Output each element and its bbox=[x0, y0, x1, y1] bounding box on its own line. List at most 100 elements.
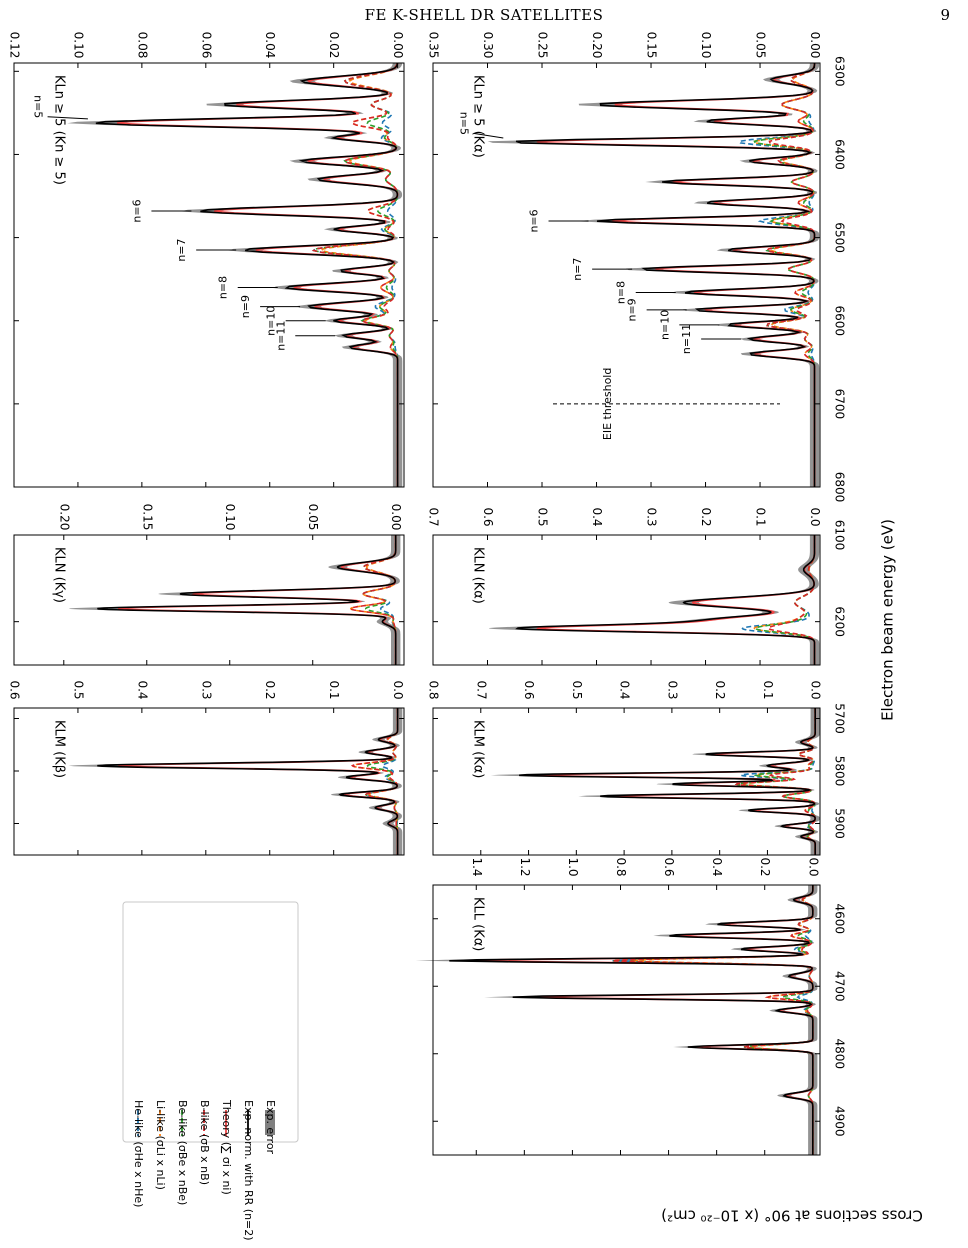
axes-frame bbox=[13, 707, 405, 856]
annotation-label: n=8 bbox=[217, 276, 230, 299]
value-tick-label: 0.20 bbox=[590, 32, 604, 59]
series-he-like bbox=[311, 62, 399, 487]
page-number: 9 bbox=[940, 6, 950, 24]
energy-tick-label: 6500 bbox=[833, 222, 847, 253]
value-tick-label: 0.25 bbox=[536, 32, 550, 59]
error-band bbox=[68, 708, 403, 855]
value-tick-label: 0.00 bbox=[389, 504, 403, 531]
series-experiment bbox=[97, 708, 399, 855]
series-he-like bbox=[741, 535, 816, 665]
energy-tick-label: 6800 bbox=[833, 472, 847, 503]
energy-tick-label: 5700 bbox=[833, 703, 847, 734]
legend-label: Exp. error bbox=[264, 1100, 277, 1155]
panel-title: KLN (Kα) bbox=[471, 547, 486, 604]
value-tick-label: 0.1 bbox=[761, 680, 775, 699]
panel-title: KLn ≥ 5 (Kn ≥ 5) bbox=[52, 75, 67, 185]
energy-tick-label: 6100 bbox=[833, 520, 847, 551]
value-tick-label: 0.10 bbox=[71, 32, 85, 59]
legend-label: Li-like (σLi x nLi) bbox=[154, 1100, 167, 1190]
value-tick-label: 0.00 bbox=[808, 32, 822, 59]
annotation-label: n=9 bbox=[239, 295, 252, 318]
energy-tick-label: 5900 bbox=[833, 808, 847, 839]
energy-tick-label: 6300 bbox=[833, 56, 847, 87]
annotation-arrow bbox=[473, 132, 504, 139]
annotation-label: n=7 bbox=[175, 238, 188, 261]
annotation-label: n=10 bbox=[265, 306, 278, 336]
annotation-label: n=5 bbox=[458, 112, 471, 135]
series-be-like bbox=[612, 885, 814, 1155]
energy-tick-label: 4900 bbox=[833, 1106, 847, 1137]
annotation-label: n=7 bbox=[571, 258, 584, 281]
panel-kln5ka: 0.00 0.05 0.10 0.15 0.20 0.25 0.30 0.35 6300 6400… bbox=[427, 32, 847, 503]
value-tick-label: 0.5 bbox=[71, 680, 85, 699]
value-tick-label: 0.0 bbox=[808, 507, 822, 526]
energy-tick-label: 6200 bbox=[833, 606, 847, 637]
energy-tick-label: 4600 bbox=[833, 903, 847, 934]
panel-title: KLM (Kα) bbox=[471, 720, 486, 778]
series-experiment bbox=[515, 535, 816, 665]
value-tick-label: 0.2 bbox=[263, 680, 277, 699]
value-tick-label: 0.0 bbox=[809, 680, 823, 699]
annotation-label: n=9 bbox=[626, 298, 639, 321]
value-tick-label: 0.4 bbox=[710, 857, 724, 876]
legend-label: Be-like (σBe x nBe) bbox=[176, 1100, 189, 1205]
legend-label: Exp. norm. with RR (n=2) bbox=[242, 1100, 255, 1241]
value-tick-label: 0.4 bbox=[135, 680, 149, 699]
legend: He-like (σHe x nHe) Li-like (σLi x nLi) Be… bbox=[122, 901, 299, 1241]
running-title: FE K-SHELL DR SATELLITES bbox=[364, 6, 604, 24]
error-band bbox=[488, 535, 820, 665]
value-tick-label: 0.0 bbox=[806, 857, 820, 876]
annotation-label: n=6 bbox=[130, 199, 143, 222]
value-tick-label: 0.06 bbox=[199, 32, 213, 59]
axes-frame bbox=[432, 62, 821, 488]
series-li-like bbox=[753, 535, 816, 665]
legend-label: Theory (∑ σi x ni) bbox=[220, 1099, 233, 1195]
legend-label: B-like (σB x nB) bbox=[198, 1100, 211, 1185]
annotation-label: n=8 bbox=[615, 281, 628, 304]
series-b-like bbox=[351, 708, 399, 855]
value-tick-label: 0.12 bbox=[8, 32, 22, 59]
value-tick-label: 0.1 bbox=[754, 507, 768, 526]
axes-frame bbox=[13, 534, 405, 666]
value-tick-label: 0.7 bbox=[474, 680, 488, 699]
axes-frame bbox=[432, 707, 821, 856]
series-theory bbox=[474, 885, 814, 1155]
value-tick-label: 0.6 bbox=[522, 680, 536, 699]
value-tick-label: 0.6 bbox=[8, 680, 22, 699]
panel-klmka: 0.0 0.1 0.2 0.3 0.4 0.5 0.6 0.7 0.8 5700 5800 5900 K… bbox=[427, 680, 847, 856]
annotation-arrow bbox=[47, 116, 88, 120]
series-he-like bbox=[612, 885, 814, 1155]
panel-title: KLn ≥ 5 (Kα) bbox=[471, 75, 486, 158]
series-theory bbox=[535, 535, 816, 665]
y-axis-title: Cross sections at 90° (x 10⁻²⁰ cm²) bbox=[661, 1207, 923, 1225]
value-tick-label: 0.4 bbox=[618, 680, 632, 699]
value-tick-label: 0.7 bbox=[427, 507, 441, 526]
annotation-label: n=6 bbox=[528, 209, 541, 232]
series-experiment bbox=[449, 885, 814, 1155]
value-tick-label: 0.2 bbox=[699, 507, 713, 526]
axes-frame bbox=[13, 62, 405, 488]
value-tick-label: 0.04 bbox=[263, 32, 277, 59]
panel-kll: 0.0 0.2 0.4 0.6 0.8 1.0 1.2 1.4 4600 4700 4800 4900… bbox=[415, 857, 847, 1156]
energy-tick-label: 5800 bbox=[833, 756, 847, 787]
series-be-like bbox=[754, 535, 816, 665]
value-tick-label: 0.3 bbox=[665, 680, 679, 699]
value-tick-label: 0.6 bbox=[481, 507, 495, 526]
panel-klnkg: 0.00 0.05 0.10 0.15 0.20 KLN (Kγ) bbox=[13, 504, 405, 666]
annotation-label: n=11 bbox=[680, 324, 693, 354]
value-tick-label: 1.0 bbox=[566, 857, 580, 876]
energy-tick-label: 4700 bbox=[833, 971, 847, 1002]
series-b-like bbox=[612, 885, 814, 1155]
value-tick-label: 0.08 bbox=[135, 32, 149, 59]
value-tick-label: 0.8 bbox=[427, 680, 441, 699]
value-tick-label: 1.4 bbox=[470, 857, 484, 876]
legend-label: He-like (σHe x nHe) bbox=[132, 1100, 145, 1207]
series-experiment bbox=[95, 62, 399, 487]
series-theory bbox=[118, 708, 399, 855]
energy-tick-label: 4800 bbox=[833, 1038, 847, 1069]
value-tick-label: 0.8 bbox=[614, 857, 628, 876]
panel-title: KLN (Kγ) bbox=[52, 547, 67, 603]
value-tick-label: 0.2 bbox=[758, 857, 772, 876]
series-experiment bbox=[97, 535, 397, 665]
